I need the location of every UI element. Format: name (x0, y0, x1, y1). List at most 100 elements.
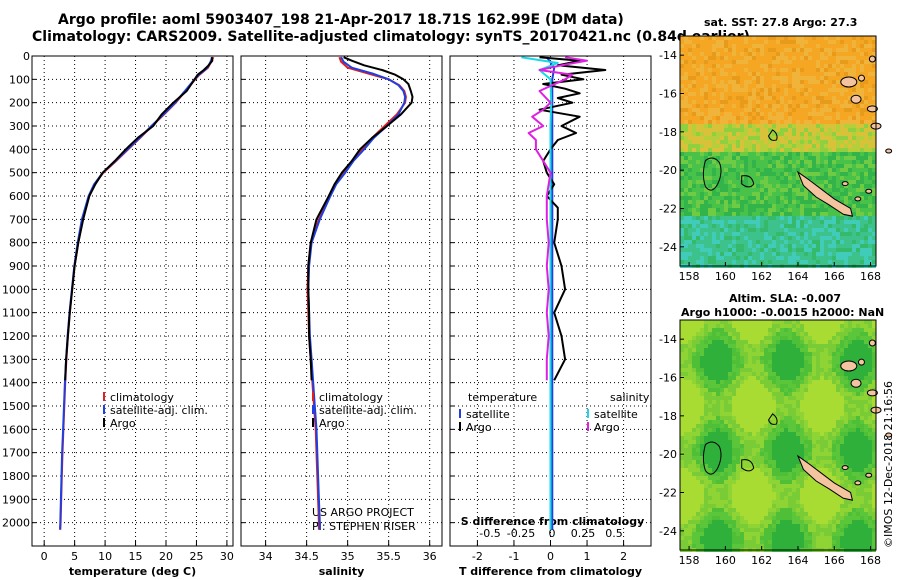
map-cell (796, 400, 800, 404)
map-cell (704, 104, 708, 108)
map-cell (780, 56, 784, 60)
map-cell (744, 216, 748, 220)
map-cell (784, 212, 788, 216)
y-tick-label: 1000 (2, 283, 30, 296)
map-cell (844, 320, 848, 324)
map-cell (688, 52, 692, 56)
map-cell (724, 116, 728, 120)
map-cell (816, 132, 820, 136)
map-cell (860, 88, 864, 92)
map-cell (716, 392, 720, 396)
map-cell (692, 340, 696, 344)
map-cell (736, 384, 740, 388)
map-cell (828, 64, 832, 68)
map-cell (844, 456, 848, 460)
map-cell (784, 104, 788, 108)
map-cell (704, 204, 708, 208)
map-cell (716, 432, 720, 436)
map-cell (704, 448, 708, 452)
map-cell (868, 204, 872, 208)
map-cell (696, 260, 700, 264)
map-cell (772, 256, 776, 260)
map-cell (784, 88, 788, 92)
map-cell (812, 196, 816, 200)
map-cell (772, 152, 776, 156)
map-cell (872, 184, 876, 188)
map-cell (816, 104, 820, 108)
map-cell (744, 256, 748, 260)
map-cell (720, 204, 724, 208)
map-cell (728, 36, 732, 40)
map-cell (836, 188, 840, 192)
map-cell (680, 340, 684, 344)
map-cell (692, 128, 696, 132)
map-cell (856, 144, 860, 148)
map-cell (872, 72, 876, 76)
map-cell (696, 44, 700, 48)
map-cell (704, 168, 708, 172)
map-cell (756, 368, 760, 372)
map-cell (696, 228, 700, 232)
map-cell (684, 84, 688, 88)
map-cell (732, 240, 736, 244)
map-cell (764, 460, 768, 464)
map-cell (724, 204, 728, 208)
map-cell (844, 220, 848, 224)
map-cell (816, 336, 820, 340)
map-cell (856, 112, 860, 116)
map-cell (796, 324, 800, 328)
map-cell (716, 324, 720, 328)
map-cell (852, 220, 856, 224)
map-cell (768, 36, 772, 40)
map-cell (788, 376, 792, 380)
map-cell (756, 184, 760, 188)
map-cell (808, 40, 812, 44)
map-cell (820, 400, 824, 404)
map-cell (756, 460, 760, 464)
map-cell (732, 164, 736, 168)
map-cell (696, 448, 700, 452)
map-cell (712, 68, 716, 72)
map-cell (812, 148, 816, 152)
map-cell (816, 136, 820, 140)
map-cell (740, 232, 744, 236)
map-cell (744, 224, 748, 228)
map-cell (796, 368, 800, 372)
map-cell (728, 180, 732, 184)
map-cell (764, 424, 768, 428)
map-cell (768, 76, 772, 80)
map-cell (748, 80, 752, 84)
map-cell (732, 132, 736, 136)
map-cell (784, 368, 788, 372)
map-cell (796, 328, 800, 332)
map-cell (840, 252, 844, 256)
map-cell (736, 184, 740, 188)
map-cell (772, 428, 776, 432)
map-cell (864, 36, 868, 40)
map-cell (700, 180, 704, 184)
map-cell (780, 360, 784, 364)
map-cell (836, 156, 840, 160)
map-cell (872, 256, 876, 260)
map-cell (772, 328, 776, 332)
map-cell (680, 152, 684, 156)
map-cell (780, 244, 784, 248)
map-cell (816, 436, 820, 440)
map-cell (840, 356, 844, 360)
map-cell (712, 56, 716, 60)
map-cell (796, 220, 800, 224)
map-cell (772, 232, 776, 236)
map-cell (780, 156, 784, 160)
map-cell (760, 228, 764, 232)
map-cell (804, 252, 808, 256)
map-cell (764, 216, 768, 220)
map-cell (688, 96, 692, 100)
map-cell (824, 128, 828, 132)
map-cell (768, 372, 772, 376)
map-cell (856, 160, 860, 164)
map-cell (772, 408, 776, 412)
map-cell (712, 404, 716, 408)
map-cell (848, 380, 852, 384)
map-cell (808, 460, 812, 464)
map-cell (776, 360, 780, 364)
